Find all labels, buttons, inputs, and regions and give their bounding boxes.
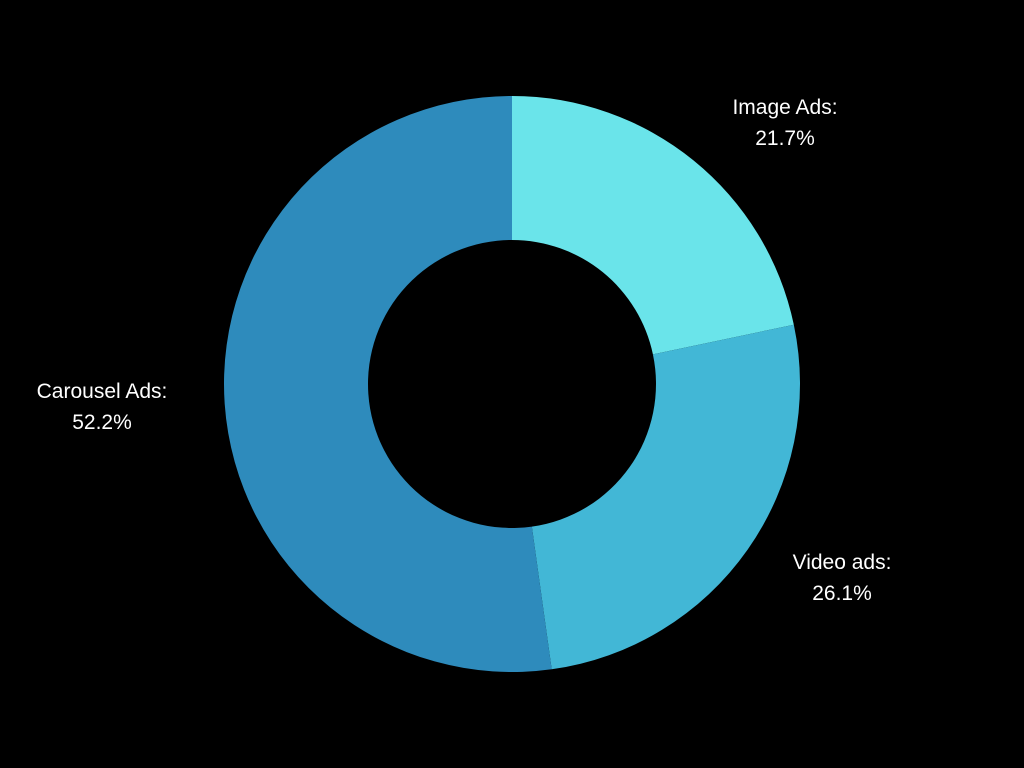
slice-label-value: 21.7% xyxy=(755,127,815,150)
slice-label-name: Carousel Ads: xyxy=(36,380,168,403)
slice-label-image-ads: Image Ads: 21.7% xyxy=(700,92,870,154)
slice-video-ads xyxy=(531,324,800,670)
slice-label-name: Video ads: xyxy=(792,551,892,574)
slice-label-carousel-ads: Carousel Ads: 52.2% xyxy=(17,376,187,438)
slice-carousel-ads xyxy=(223,96,552,672)
slice-label-value: 52.2% xyxy=(72,411,132,434)
slice-image-ads xyxy=(512,96,794,355)
slice-label-name: Image Ads: xyxy=(732,96,838,119)
slice-label-video-ads: Video ads: 26.1% xyxy=(757,547,927,609)
slice-label-value: 26.1% xyxy=(812,582,872,605)
